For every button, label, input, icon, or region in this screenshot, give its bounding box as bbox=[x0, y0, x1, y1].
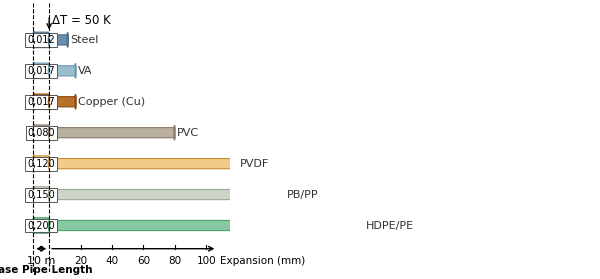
Text: 100: 100 bbox=[196, 256, 216, 266]
Text: VA: VA bbox=[78, 66, 93, 76]
FancyBboxPatch shape bbox=[284, 187, 285, 202]
Text: Copper (Cu): Copper (Cu) bbox=[78, 97, 145, 107]
Text: PB/PP: PB/PP bbox=[287, 189, 319, 199]
Text: PVC: PVC bbox=[177, 128, 199, 138]
FancyBboxPatch shape bbox=[34, 218, 49, 233]
FancyBboxPatch shape bbox=[75, 95, 76, 109]
FancyBboxPatch shape bbox=[49, 189, 285, 200]
Text: Expansion (mm): Expansion (mm) bbox=[220, 256, 305, 266]
Text: 0,080: 0,080 bbox=[28, 128, 55, 138]
Text: 0,200: 0,200 bbox=[28, 220, 55, 230]
FancyBboxPatch shape bbox=[75, 64, 76, 78]
Text: 0,017: 0,017 bbox=[28, 66, 55, 76]
FancyBboxPatch shape bbox=[49, 97, 76, 107]
FancyBboxPatch shape bbox=[67, 33, 68, 47]
Text: 20: 20 bbox=[74, 256, 87, 266]
Text: 0,012: 0,012 bbox=[28, 35, 55, 45]
Text: 40: 40 bbox=[106, 256, 119, 266]
Text: PVDF: PVDF bbox=[240, 159, 269, 169]
FancyBboxPatch shape bbox=[237, 157, 238, 171]
Text: 0,017: 0,017 bbox=[28, 97, 55, 107]
FancyBboxPatch shape bbox=[34, 125, 49, 140]
FancyBboxPatch shape bbox=[49, 158, 238, 169]
Text: ΔT = 50 K: ΔT = 50 K bbox=[52, 14, 111, 27]
FancyBboxPatch shape bbox=[34, 63, 49, 79]
Text: 60: 60 bbox=[137, 256, 150, 266]
Text: HDPE/PE: HDPE/PE bbox=[366, 220, 414, 230]
FancyBboxPatch shape bbox=[34, 156, 49, 171]
Text: 0,120: 0,120 bbox=[28, 159, 55, 169]
FancyBboxPatch shape bbox=[34, 32, 49, 48]
FancyBboxPatch shape bbox=[49, 35, 68, 45]
FancyBboxPatch shape bbox=[174, 126, 175, 140]
FancyBboxPatch shape bbox=[362, 218, 364, 233]
Text: Steel: Steel bbox=[70, 35, 99, 45]
Text: 10 m: 10 m bbox=[27, 256, 56, 266]
FancyBboxPatch shape bbox=[49, 128, 175, 138]
FancyBboxPatch shape bbox=[34, 187, 49, 202]
FancyBboxPatch shape bbox=[34, 94, 49, 109]
FancyBboxPatch shape bbox=[49, 220, 364, 230]
FancyBboxPatch shape bbox=[49, 66, 76, 76]
Text: 0,150: 0,150 bbox=[28, 189, 55, 199]
Text: Base Pipe Length: Base Pipe Length bbox=[0, 265, 92, 275]
Text: 80: 80 bbox=[169, 256, 181, 266]
